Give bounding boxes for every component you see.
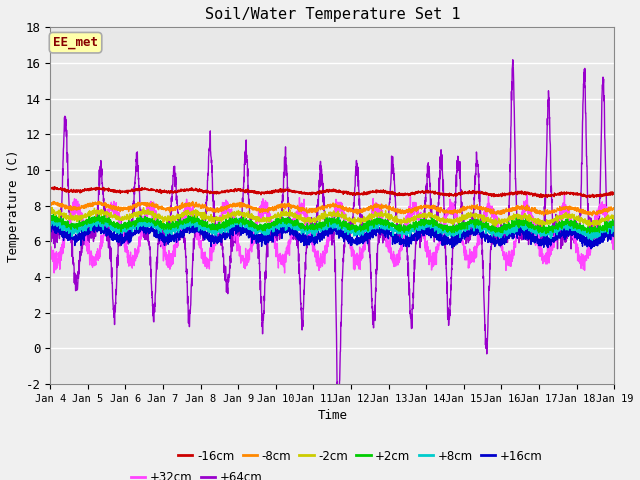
Y-axis label: Temperature (C): Temperature (C) xyxy=(7,149,20,262)
Title: Soil/Water Temperature Set 1: Soil/Water Temperature Set 1 xyxy=(205,7,460,22)
Text: EE_met: EE_met xyxy=(53,36,98,49)
X-axis label: Time: Time xyxy=(317,409,348,422)
Legend: +32cm, +64cm: +32cm, +64cm xyxy=(127,466,268,480)
